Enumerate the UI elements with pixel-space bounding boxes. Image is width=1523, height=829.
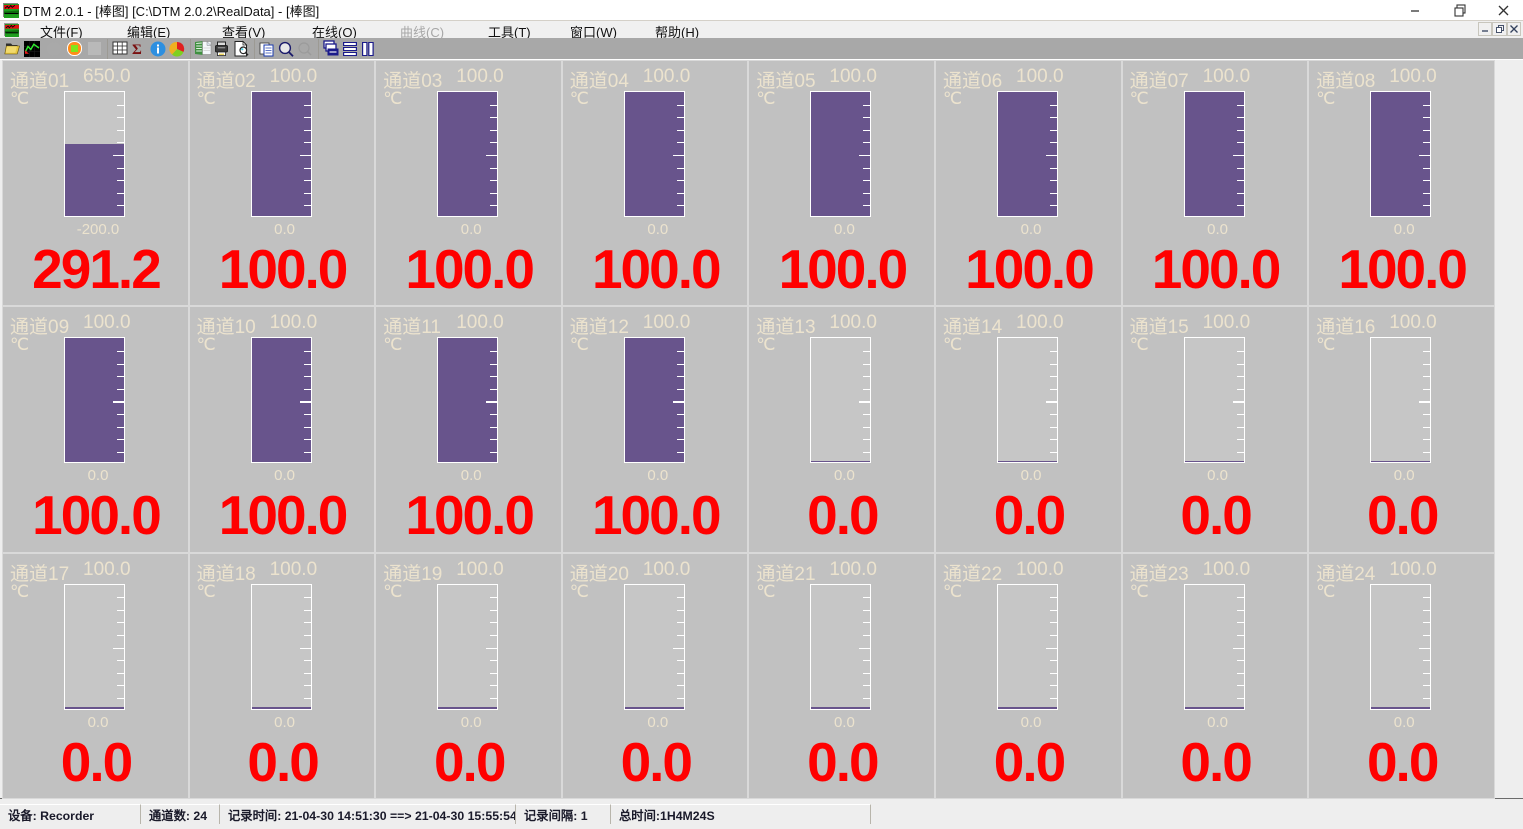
svg-text:Σ: Σ	[132, 42, 142, 58]
